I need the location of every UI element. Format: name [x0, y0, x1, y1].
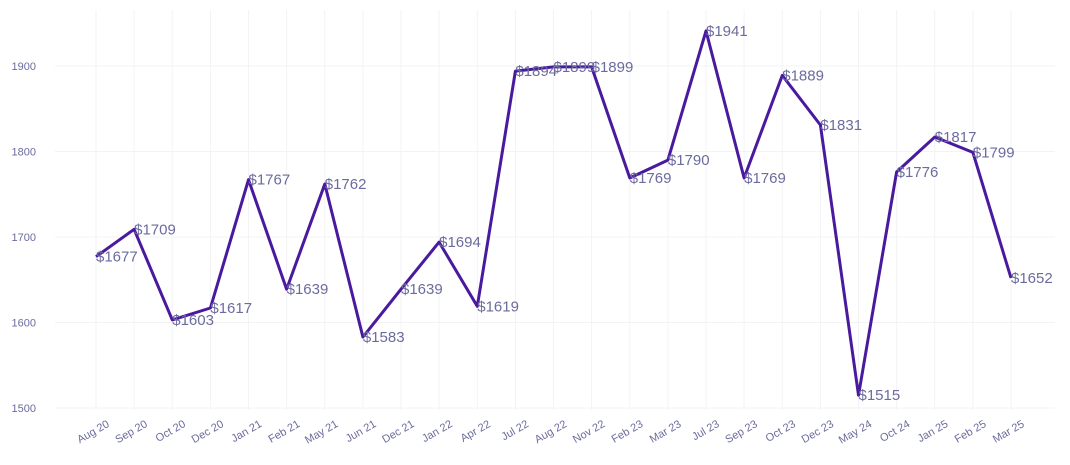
- data-label: $1617: [210, 300, 252, 317]
- data-label: $1762: [325, 176, 367, 193]
- x-tick-label: Jan 22: [420, 418, 455, 445]
- data-label: $1889: [782, 67, 824, 84]
- x-tick-label: Dec 20: [190, 418, 226, 446]
- data-label: $1790: [668, 152, 710, 169]
- x-tick-label: Jun 21: [344, 418, 379, 445]
- data-label: $1941: [706, 23, 748, 40]
- x-tick-label: Feb 21: [266, 418, 302, 446]
- data-label: $1776: [897, 164, 939, 181]
- series-line: [95, 29, 1013, 397]
- data-labels: $1677 $1709 $1603$1617 $1767 $1639 $1762 $1583…: [96, 23, 1053, 404]
- y-tick-label: 1900: [12, 61, 36, 73]
- data-label: $1652: [1011, 270, 1053, 287]
- y-tick-label: 1700: [12, 232, 36, 244]
- data-label: $1769: [630, 170, 672, 187]
- data-label: $1799: [973, 144, 1015, 161]
- data-label: $1894: [515, 63, 557, 80]
- grid: [55, 10, 1055, 410]
- data-label: $1515: [859, 387, 901, 404]
- x-tick-label: Dec 23: [800, 418, 836, 446]
- x-tick-label: May 21: [303, 418, 340, 446]
- data-label: $1899: [592, 59, 634, 76]
- data-label: $1767: [249, 172, 291, 189]
- data-label: $1694: [439, 234, 481, 251]
- x-tick-label: Oct 24: [878, 418, 912, 445]
- x-tick-label: May 24: [837, 418, 874, 446]
- data-label: $1709: [134, 221, 176, 238]
- x-tick-label: Aug 20: [75, 418, 111, 446]
- x-tick-label: Jan 21: [229, 418, 264, 445]
- data-label: $1817: [935, 129, 977, 146]
- x-tick-label: Sep 20: [113, 418, 149, 446]
- x-tick-label: Aug 22: [533, 418, 569, 446]
- x-tick-label: Jul 22: [499, 418, 530, 443]
- x-tick-label: Feb 23: [610, 418, 646, 446]
- data-label: $1619: [477, 298, 519, 315]
- data-label: $1769: [744, 170, 786, 187]
- x-tick-label: Sep 23: [723, 418, 759, 446]
- x-tick-label: Oct 20: [154, 418, 188, 445]
- data-label: $1583: [363, 329, 405, 346]
- x-tick-label: Apr 22: [459, 418, 493, 445]
- x-tick-label: Mar 23: [648, 418, 684, 446]
- y-tick-label: 1500: [12, 403, 36, 415]
- data-label: $1639: [287, 281, 329, 298]
- x-tick-label: Mar 25: [991, 418, 1027, 446]
- data-label: $1831: [820, 117, 862, 134]
- x-axis-ticks: Aug 20 Sep 20 Oct 20 Dec 20 Jan 21 Feb 21 May …: [75, 418, 1026, 446]
- data-label: $1677: [96, 249, 138, 266]
- y-tick-label: 1600: [12, 318, 36, 330]
- x-tick-label: Jan 25: [916, 418, 951, 445]
- x-tick-label: Jul 23: [690, 418, 721, 443]
- data-label: $1899: [554, 59, 596, 76]
- x-tick-label: Oct 23: [764, 418, 798, 445]
- y-tick-label: 1800: [12, 147, 36, 159]
- data-label: $1639: [401, 281, 443, 298]
- y-axis-ticks: 1500 1600 1700 1800 1900: [12, 61, 36, 415]
- x-tick-label: Nov 22: [571, 418, 607, 446]
- data-label: $1603: [172, 312, 214, 329]
- x-tick-label: Feb 25: [953, 418, 989, 446]
- x-tick-label: Dec 21: [380, 418, 416, 446]
